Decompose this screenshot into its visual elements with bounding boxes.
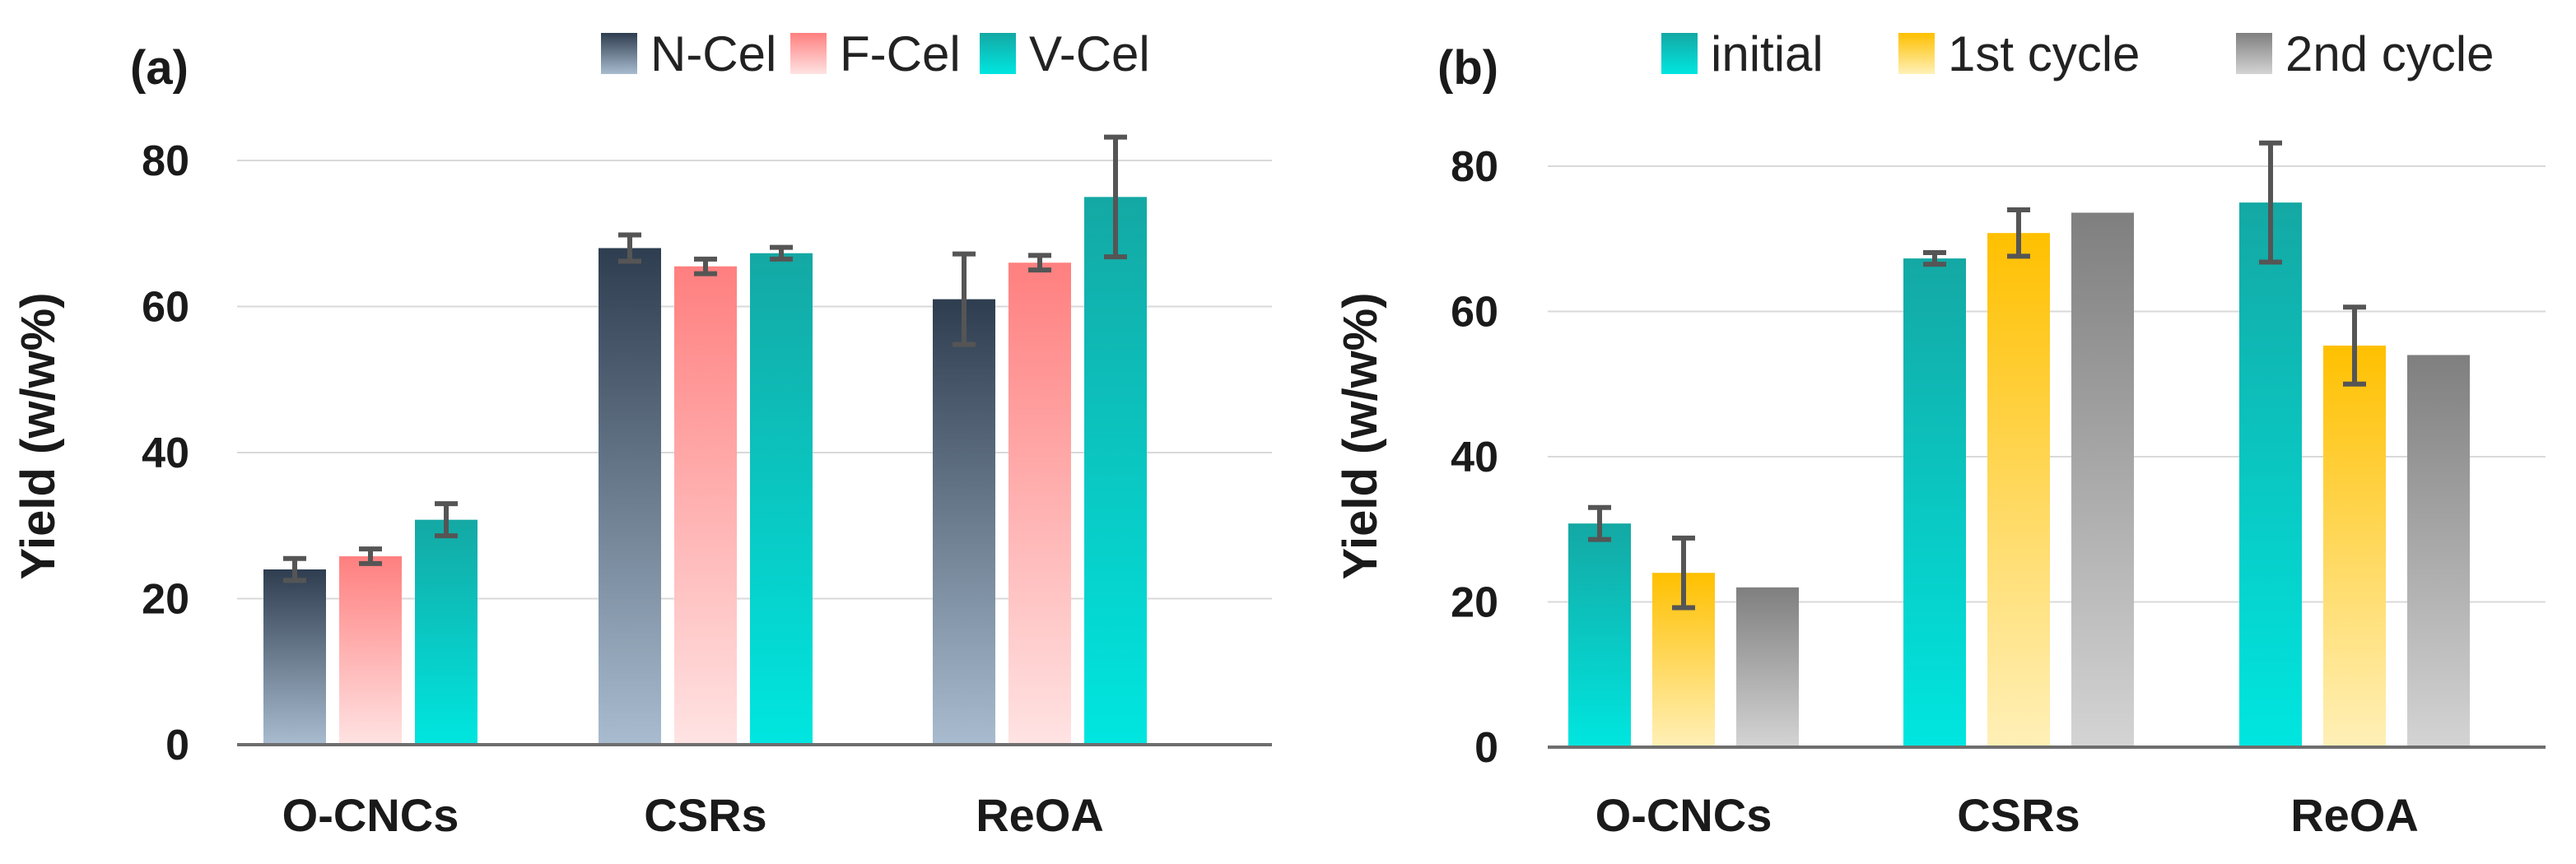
y-tick-label: 60 [142,284,189,332]
panel-b-x-categories: O-CNCs CSRs ReOA [1595,789,2419,841]
error-bar [1104,134,1127,260]
bar-initial-csrs [1903,258,1966,747]
panel-a-label: (a) [130,41,189,95]
bar-2nd-cycle-o-cncs [1736,587,1799,747]
bar-n-cel-csrs [599,248,661,745]
y-tick-label: 80 [1451,143,1498,191]
y-tick-label: 40 [1451,434,1498,481]
legend-swatch [980,33,1016,74]
error-bar [694,256,717,276]
panel-a-bars [263,197,1147,745]
error-bar [2259,140,2282,265]
bar-n-cel-reoa [933,299,995,745]
error-bar [770,244,793,262]
panel-a-x-categories: O-CNCs CSRs ReOA [282,789,1104,841]
bar-v-cel-reoa [1084,197,1147,745]
bar-v-cel-csrs [750,253,813,745]
x-category-label: ReOA [976,789,1104,841]
panel-a-y-ticks: 0 20 40 60 80 [142,137,189,769]
legend-swatch [1661,33,1698,74]
legend-swatch [2236,33,2272,74]
error-bar [618,232,641,264]
bar-1st-cycle-reoa [2323,345,2386,747]
panel-b-error-bars [1588,140,2366,611]
x-category-label: ReOA [2290,789,2419,841]
x-category-label: O-CNCs [1595,789,1772,841]
panel-a: (a) Yield (w/w%) 0 20 40 60 80 O-CNCs CSRs ReO… [12,26,1272,841]
y-tick-label: 40 [142,430,189,477]
y-tick-label: 0 [165,722,189,769]
legend-swatch [1898,33,1935,74]
x-category-label: CSRs [644,789,766,841]
error-bar [953,251,976,347]
error-bar [2007,207,2030,259]
legend-label: F-Cel [840,26,961,81]
y-tick-label: 60 [1451,289,1498,337]
bar-v-cel-o-cncs [415,519,477,745]
bar-f-cel-reoa [1009,262,1071,745]
panel-b-y-ticks: 0 20 40 60 80 [1451,143,1498,772]
error-bar [2343,304,2366,387]
bar-initial-reoa [2239,202,2302,747]
x-category-label: O-CNCs [282,789,459,841]
y-tick-label: 0 [1474,724,1498,772]
error-bar [283,555,306,583]
bar-2nd-cycle-csrs [2071,212,2134,748]
bar-f-cel-o-cncs [339,556,402,745]
legend-label: V-Cel [1029,26,1150,81]
panel-a-legend: N-Cel F-Cel V-Cel [601,26,1150,81]
y-tick-label: 80 [142,137,189,185]
panel-b: (b) Yield (w/w%) 0 20 40 60 80 O-CNCs CSRs ReO… [1334,26,2546,841]
error-bar [1588,504,1611,542]
x-category-label: CSRs [1957,789,2080,841]
bar-initial-o-cncs [1568,523,1631,747]
panel-b-y-axis-label: Yield (w/w%) [1334,292,1387,579]
bar-2nd-cycle-reoa [2407,355,2470,747]
panel-a-y-axis-label: Yield (w/w%) [12,292,65,579]
bar-n-cel-o-cncs [263,569,326,745]
panel-b-label: (b) [1437,41,1498,95]
legend-label: N-Cel [650,26,776,81]
y-tick-label: 20 [142,576,189,624]
panel-a-error-bars [283,134,1127,583]
panel-b-legend: initial 1st cycle 2nd cycle [1661,26,2494,81]
legend-label: 1st cycle [1948,26,2140,81]
error-bar [1028,253,1051,273]
legend-label: 2nd cycle [2285,26,2494,81]
legend-swatch [790,33,827,74]
bar-1st-cycle-csrs [1987,233,2050,747]
bar-f-cel-csrs [674,266,737,745]
error-bar [1923,250,1946,267]
y-tick-label: 20 [1451,579,1498,627]
legend-swatch [601,33,637,74]
panel-b-bars [1568,202,2470,748]
error-bar [359,546,382,566]
error-bar [1672,535,1695,611]
error-bar [435,501,458,539]
legend-label: initial [1711,26,1824,81]
